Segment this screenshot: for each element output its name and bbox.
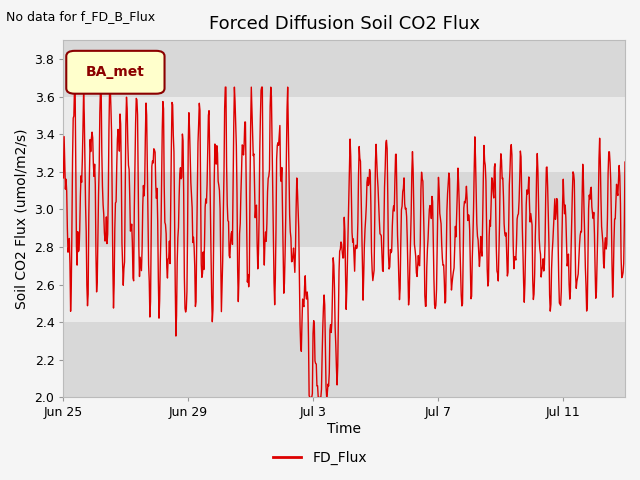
Bar [63, 21, 625, 96]
Bar [63, 247, 625, 322]
Title: Forced Diffusion Soil CO2 Flux: Forced Diffusion Soil CO2 Flux [209, 15, 480, 33]
Text: No data for f_FD_B_Flux: No data for f_FD_B_Flux [6, 10, 156, 23]
Legend: FD_Flux: FD_Flux [268, 445, 372, 471]
Y-axis label: Soil CO2 Flux (umol/m2/s): Soil CO2 Flux (umol/m2/s) [15, 129, 29, 309]
Bar [63, 322, 625, 397]
FancyBboxPatch shape [67, 51, 164, 94]
Bar [63, 172, 625, 247]
X-axis label: Time: Time [327, 422, 361, 436]
Bar [63, 96, 625, 172]
Text: BA_met: BA_met [86, 65, 145, 79]
